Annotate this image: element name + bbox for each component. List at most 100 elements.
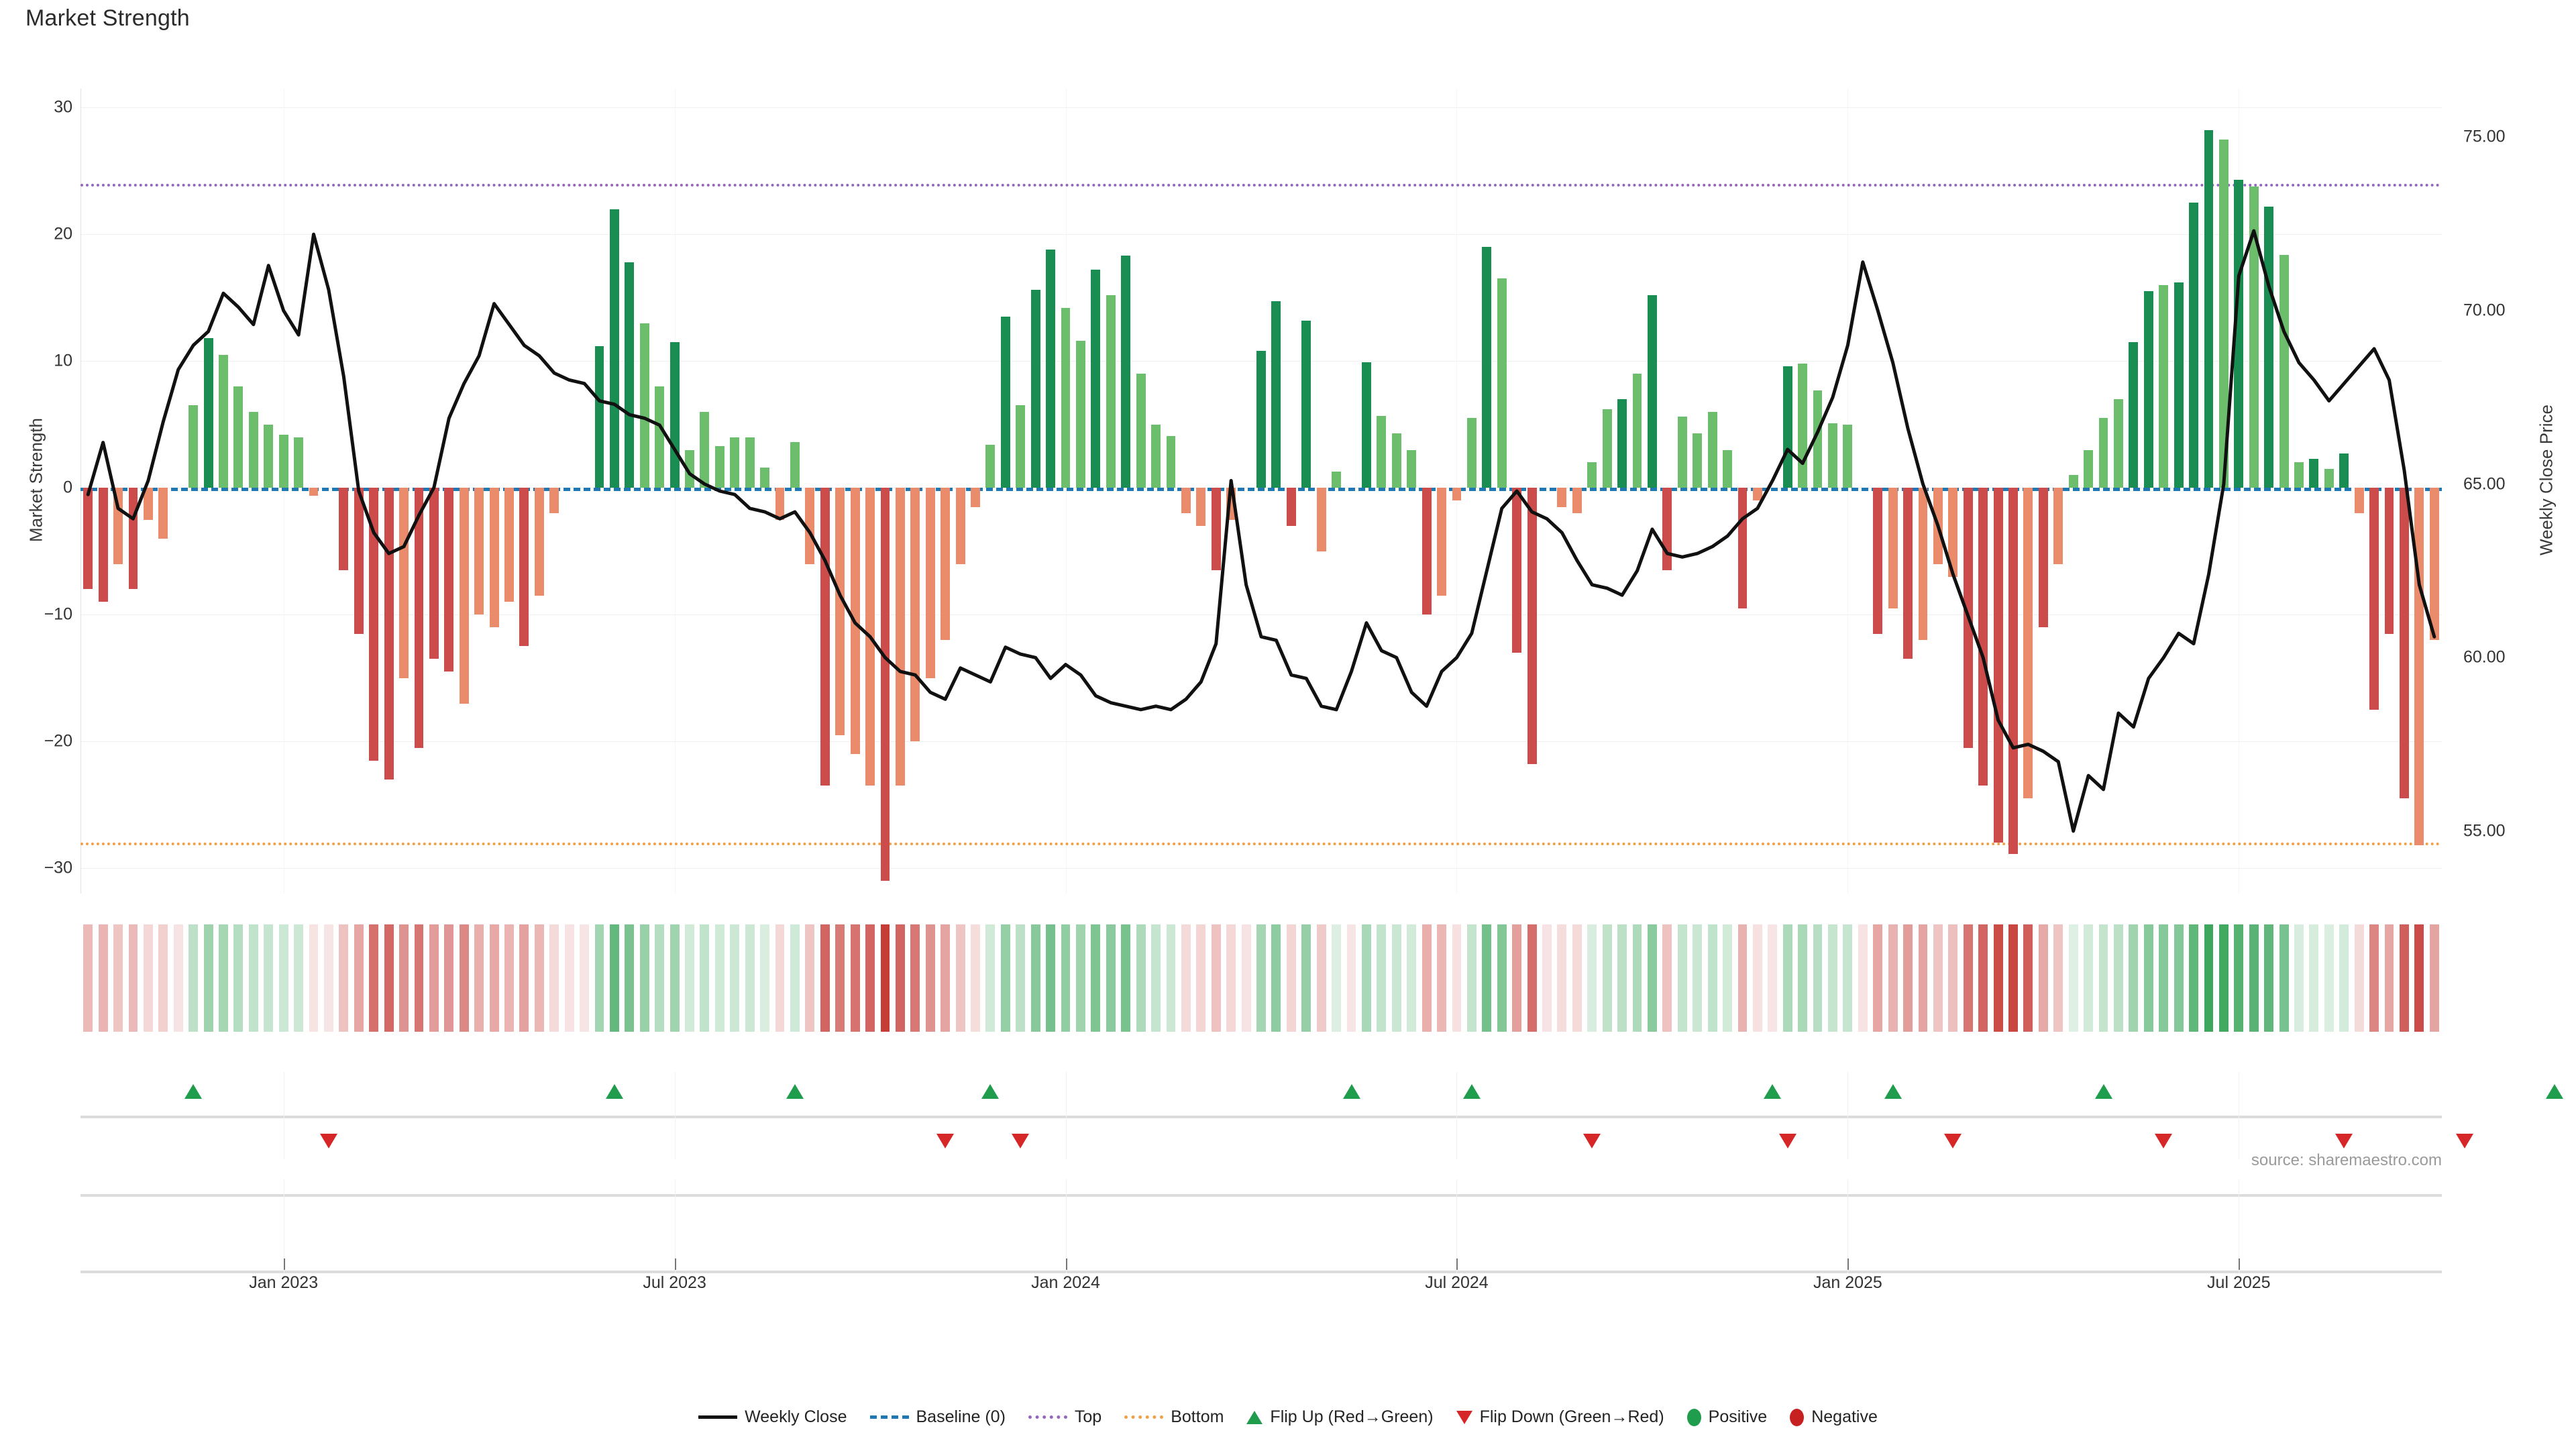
strength-bar bbox=[985, 445, 996, 488]
legend-item[interactable]: Top bbox=[1028, 1407, 1102, 1427]
strength-bar bbox=[1647, 295, 1657, 488]
legend-label: Flip Up (Red→Green) bbox=[1270, 1407, 1434, 1426]
x-axis-tick-label: Jul 2025 bbox=[2207, 1273, 2271, 1292]
heatmap-cell bbox=[534, 924, 544, 1032]
strength-bar bbox=[1512, 488, 1522, 653]
heatmap-cell bbox=[1256, 924, 1266, 1032]
heatmap-cell bbox=[1226, 924, 1236, 1032]
heatmap-cell bbox=[1693, 924, 1703, 1032]
heatmap-cell bbox=[1166, 924, 1176, 1032]
heatmap-cell bbox=[83, 924, 93, 1032]
heatmap-cell bbox=[489, 924, 499, 1032]
strength-bar bbox=[745, 437, 755, 488]
x-axis-tick-label: Jan 2024 bbox=[1031, 1273, 1100, 1292]
weekly-close-line bbox=[86, 229, 2436, 833]
strength-bar bbox=[2204, 130, 2214, 488]
heatmap-cell bbox=[2354, 924, 2364, 1032]
heatmap-cell bbox=[189, 924, 199, 1032]
strength-bar bbox=[1632, 374, 1642, 488]
x-axis-tick-mark bbox=[674, 1258, 676, 1270]
heatmap-cell bbox=[1933, 924, 1943, 1032]
legend-item[interactable]: Negative bbox=[1790, 1407, 1878, 1427]
strength-bar bbox=[1843, 424, 1853, 488]
heatmap-cell bbox=[1466, 924, 1477, 1032]
right-axis-tick-label: 55.00 bbox=[2463, 821, 2506, 841]
legend-item[interactable]: Baseline (0) bbox=[869, 1407, 1006, 1427]
strength-bar bbox=[414, 488, 424, 748]
x-axis-tick-label: Jan 2025 bbox=[1813, 1273, 1882, 1292]
strength-heatmap-strip bbox=[80, 924, 2442, 1032]
strength-bar bbox=[1587, 462, 1597, 488]
strength-bar bbox=[1693, 433, 1703, 488]
strength-bar bbox=[2114, 398, 2123, 488]
strength-bar bbox=[1482, 247, 1492, 488]
strength-bar bbox=[429, 488, 439, 659]
x-axis-tick-mark bbox=[1847, 1258, 1849, 1270]
heatmap-cell bbox=[1181, 924, 1191, 1032]
heatmap-cell bbox=[248, 924, 258, 1032]
heatmap-cell bbox=[1091, 924, 1101, 1032]
legend-item[interactable]: Positive bbox=[1686, 1407, 1767, 1427]
legend-item[interactable]: Flip Down (Green→Red) bbox=[1456, 1407, 1664, 1427]
flip-up-marker-icon bbox=[605, 1084, 623, 1099]
heatmap-cell bbox=[354, 924, 364, 1032]
heatmap-cell bbox=[1136, 924, 1146, 1032]
strength-bar bbox=[1377, 415, 1387, 488]
strength-bar bbox=[714, 445, 724, 488]
strength-bar bbox=[941, 488, 951, 641]
strength-bar bbox=[233, 386, 244, 488]
heatmap-cell bbox=[173, 924, 183, 1032]
legend-item[interactable]: Bottom bbox=[1124, 1407, 1224, 1427]
legend-item[interactable]: Weekly Close bbox=[698, 1407, 847, 1427]
heatmap-cell bbox=[594, 924, 604, 1032]
heatmap-cell bbox=[1421, 924, 1432, 1032]
heatmap-cell bbox=[1978, 924, 1988, 1032]
heatmap-cell bbox=[1813, 924, 1823, 1032]
flip-axis-line bbox=[80, 1116, 2442, 1118]
strength-bar bbox=[1166, 435, 1176, 488]
strength-bar bbox=[790, 442, 800, 488]
right-axis-tick-label: 75.00 bbox=[2463, 127, 2506, 146]
strength-bar bbox=[1030, 290, 1040, 488]
heatmap-cell bbox=[1948, 924, 1958, 1032]
strength-bar bbox=[1873, 488, 1883, 634]
strength-bar bbox=[1046, 250, 1056, 488]
source-note: source: sharemaestro.com bbox=[2251, 1151, 2442, 1169]
baseline-dash-icon bbox=[869, 1415, 909, 1419]
strength-bar bbox=[1828, 423, 1837, 488]
strength-bar bbox=[1061, 307, 1071, 488]
strength-bar bbox=[1993, 488, 2003, 843]
heatmap-cell bbox=[1211, 924, 1221, 1032]
strength-bar bbox=[2189, 203, 2198, 488]
heatmap-cell bbox=[925, 924, 935, 1032]
strength-bar bbox=[143, 488, 153, 520]
legend-item[interactable]: Flip Up (Red→Green) bbox=[1246, 1407, 1434, 1427]
strength-bar bbox=[2129, 341, 2139, 488]
flip-up-marker-icon bbox=[2094, 1084, 2112, 1099]
heatmap-cell bbox=[2264, 924, 2274, 1032]
strength-bar bbox=[2369, 488, 2379, 710]
heatmap-cell bbox=[760, 924, 770, 1032]
heatmap-cell bbox=[1497, 924, 1507, 1032]
heatmap-cell bbox=[850, 924, 860, 1032]
strength-bar bbox=[1286, 488, 1296, 526]
strength-bar bbox=[278, 434, 288, 488]
strength-bar bbox=[655, 386, 665, 488]
heatmap-cell bbox=[1587, 924, 1597, 1032]
heatmap-cell bbox=[985, 924, 996, 1032]
heatmap-cell bbox=[2309, 924, 2319, 1032]
heatmap-cell bbox=[2339, 924, 2349, 1032]
strength-bar bbox=[474, 488, 484, 615]
strength-bar bbox=[1572, 488, 1582, 514]
strength-bar bbox=[1888, 488, 1898, 608]
heatmap-cell bbox=[399, 924, 409, 1032]
right-axis-tick-label: 70.00 bbox=[2463, 301, 2506, 320]
heatmap-cell bbox=[2414, 924, 2424, 1032]
strength-bar bbox=[1091, 270, 1101, 488]
strength-bar bbox=[700, 411, 710, 488]
strength-bar bbox=[2098, 418, 2108, 488]
heatmap-cell bbox=[1888, 924, 1898, 1032]
gridline-y-20 bbox=[80, 234, 2442, 235]
heatmap-cell bbox=[1437, 924, 1446, 1032]
heatmap-cell bbox=[1963, 924, 1973, 1032]
